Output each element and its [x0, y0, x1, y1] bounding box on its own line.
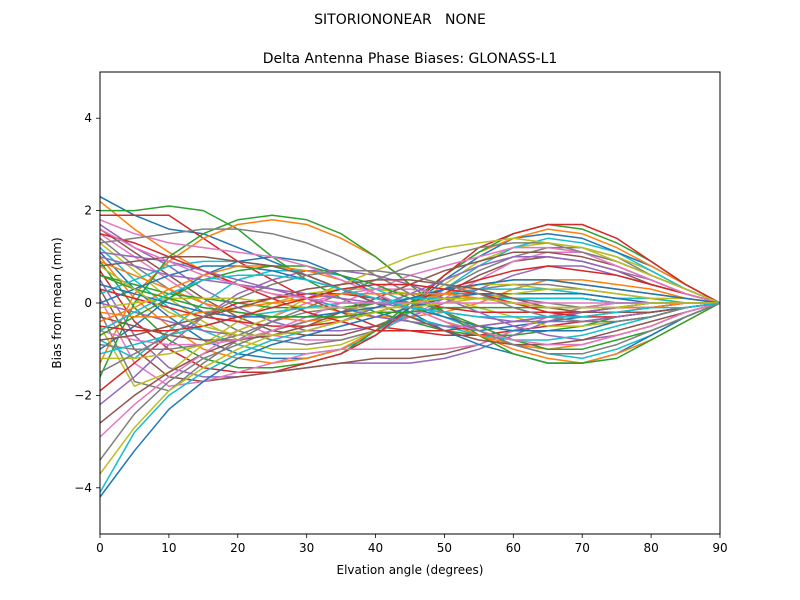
- y-tick-label: −4: [74, 481, 92, 495]
- y-tick-label: 4: [84, 111, 92, 125]
- y-tick-label: −2: [74, 388, 92, 402]
- x-tick-label: 30: [299, 541, 314, 555]
- series-line-46: [99, 256, 721, 346]
- chart-title: Delta Antenna Phase Biases: GLONASS-L1: [263, 51, 558, 67]
- figure-suptitle: SITORIONONEAR NONE: [314, 12, 486, 28]
- series-line-39: [100, 237, 721, 360]
- y-tick-label: 2: [84, 204, 92, 218]
- x-tick-label: 90: [712, 541, 727, 555]
- x-tick-label: 50: [437, 541, 452, 555]
- x-tick-label: 20: [230, 541, 245, 555]
- x-axis-ticks: 0 10 20 30 40 50 60 70 80 90: [96, 534, 728, 555]
- y-tick-label: 0: [84, 296, 92, 310]
- series-line-59: [99, 265, 720, 337]
- x-tick-label: 0: [96, 541, 104, 555]
- x-tick-label: 70: [575, 541, 590, 555]
- series-line-58: [99, 269, 721, 373]
- series-layer: [99, 196, 721, 498]
- x-tick-label: 80: [643, 541, 658, 555]
- y-axis-ticks: −4 −2 0 2 4: [74, 111, 100, 495]
- x-tick-label: 10: [161, 541, 176, 555]
- x-axis-label: Elvation angle (degrees): [337, 563, 484, 577]
- y-axis-label: Bias from mean (mm): [50, 237, 64, 368]
- x-tick-label: 60: [506, 541, 521, 555]
- series-line-60: [99, 274, 721, 332]
- x-tick-label: 40: [368, 541, 383, 555]
